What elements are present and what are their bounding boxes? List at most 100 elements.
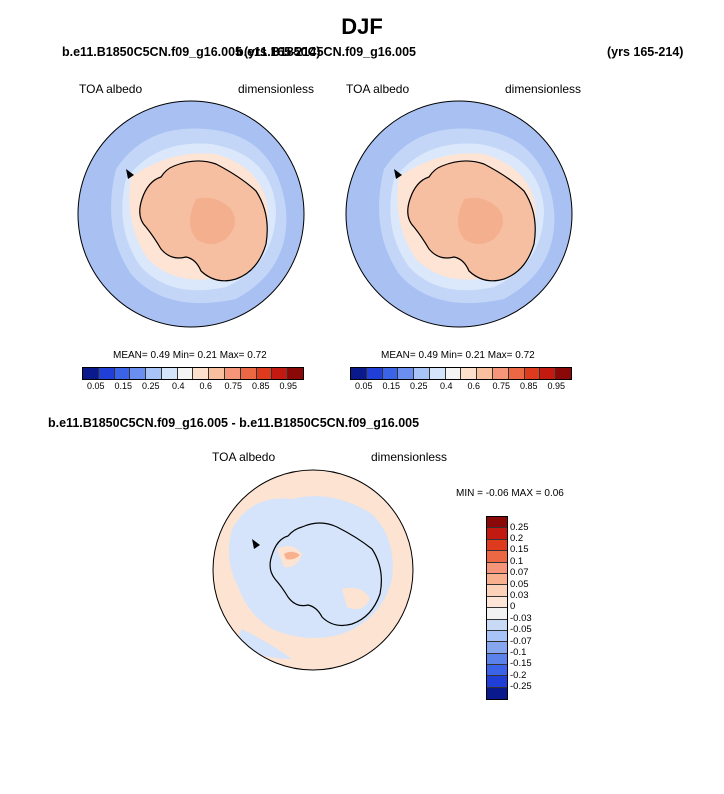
- colorbar-tick-label: 0.95: [547, 381, 566, 391]
- colorbar-swatch: [272, 368, 289, 379]
- top-right-colorbar: [350, 367, 572, 380]
- colorbar-swatch: [98, 368, 115, 379]
- colorbar-swatch: [524, 368, 541, 379]
- colorbar-tick-label: 0.95: [279, 381, 298, 391]
- colorbar-tick-label: 0.03: [510, 590, 529, 602]
- colorbar-tick-label: -0.05: [510, 624, 532, 636]
- colorbar-swatch: [493, 368, 509, 379]
- colorbar-swatch: [429, 368, 446, 379]
- top-left-colorbar: [82, 367, 304, 380]
- bottom-variable-label: TOA albedo: [212, 450, 276, 464]
- top-right-units-label: dimensionless: [505, 82, 582, 96]
- difference-colorbar: [486, 516, 508, 701]
- colorbar-tick-label: 0.05: [510, 578, 529, 590]
- min-label: Min=: [440, 350, 463, 361]
- top-left-colorbar-labels: 0.05 0.15 0.25 0.4 0.6 0.75 0.85 0.95: [82, 381, 302, 391]
- min-value: 0.21: [465, 350, 485, 361]
- colorbar-tick-label: -0.2: [510, 669, 527, 681]
- colorbar-swatch: [487, 585, 507, 597]
- colorbar-swatch: [445, 368, 462, 379]
- max-label: Max=: [487, 350, 513, 361]
- continent-interior-shading: [458, 197, 503, 244]
- colorbar-swatch: [161, 368, 178, 379]
- diff-negative-region-small: [237, 629, 292, 659]
- colorbar-swatch: [487, 642, 507, 654]
- map-boundary-circle: [212, 469, 414, 671]
- colorbar-swatch: [487, 619, 507, 631]
- colorbar-tick-label: 0.6: [467, 381, 480, 391]
- colorbar-swatch: [487, 608, 507, 620]
- difference-polar-map: [212, 469, 414, 671]
- max-label: MAX =: [511, 488, 542, 499]
- peninsula-island-marks: [394, 169, 402, 179]
- colorbar-tick-label: 0: [510, 601, 516, 613]
- colorbar-tick-label: 0.25: [409, 381, 428, 391]
- colorbar-swatch: [146, 368, 162, 379]
- top-left-units-label: dimensionless: [238, 82, 315, 96]
- colorbar-tick-label: -0.15: [510, 658, 532, 670]
- colorbar-swatch: [508, 368, 525, 379]
- map-boundary-circle: [77, 100, 305, 328]
- colorbar-swatch: [225, 368, 241, 379]
- colorbar-swatch: [351, 368, 367, 379]
- top-right-years: (yrs 165-214): [607, 45, 684, 59]
- colorbar-tick-label: -0.1: [510, 646, 527, 658]
- colorbar-tick-label: 0.2: [510, 533, 524, 545]
- max-label: Max=: [219, 350, 245, 361]
- top-right-colorbar-labels: 0.05 0.15 0.25 0.4 0.6 0.75 0.85 0.95: [350, 381, 570, 391]
- top-left-polar-map: [77, 100, 305, 328]
- min-value: 0.21: [197, 350, 217, 361]
- colorbar-tick-label: 0.15: [510, 544, 529, 556]
- top-right-case-title: b.e11.B1850C5CN.f09_g16.005: [236, 45, 416, 59]
- colorbar-swatch: [114, 368, 131, 379]
- mean-value: 0.49: [150, 350, 170, 361]
- max-value: 0.72: [247, 350, 267, 361]
- mean-value: 0.49: [418, 350, 438, 361]
- colorbar-swatch: [240, 368, 257, 379]
- colorbar-swatch: [487, 517, 507, 529]
- antarctica-coastline: [269, 522, 382, 627]
- colorbar-swatch: [487, 665, 507, 677]
- colorbar-tick-label: 0.4: [439, 381, 453, 391]
- colorbar-swatch: [487, 687, 507, 700]
- colorbar-swatch: [288, 368, 303, 379]
- colorbar-tick-label: 0.6: [199, 381, 212, 391]
- top-right-stats: MEAN= 0.49 Min= 0.21 Max= 0.72: [381, 350, 535, 361]
- colorbar-swatch: [487, 551, 507, 563]
- colorbar-tick-label: 0.75: [492, 381, 511, 391]
- min-label: Min=: [172, 350, 195, 361]
- colorbar-tick-label: 0.05: [86, 381, 105, 391]
- colorbar-tick-label: 0.07: [510, 567, 529, 579]
- colorbar-swatch: [461, 368, 478, 379]
- colorbar-swatch: [487, 528, 507, 540]
- top-left-years: (yrs 165-214): [244, 45, 321, 59]
- peninsula-island-marks: [252, 539, 260, 549]
- season-title: DJF: [341, 14, 383, 39]
- colorbar-swatch: [366, 368, 383, 379]
- top-left-case-title: b.e11.B1850C5CN.f09_g16.005: [62, 45, 242, 59]
- colorbar-tick-label: 0.1: [510, 555, 524, 567]
- top-right-variable-label: TOA albedo: [346, 82, 410, 96]
- mean-label: MEAN=: [381, 350, 416, 361]
- colorbar-tick-label: 0.75: [224, 381, 243, 391]
- colorbar-swatch: [540, 368, 557, 379]
- colorbar-swatch: [487, 596, 507, 609]
- colorbar-swatch: [382, 368, 399, 379]
- bottom-units-label: dimensionless: [371, 450, 448, 464]
- colorbar-swatch: [487, 630, 507, 643]
- colorbar-tick-label: -0.07: [510, 635, 532, 647]
- colorbar-tick-label: 0.85: [251, 381, 270, 391]
- max-value: 0.06: [544, 488, 564, 499]
- colorbar-tick-label: 0.25: [510, 521, 529, 533]
- colorbar-swatch: [556, 368, 571, 379]
- mean-label: MEAN=: [113, 350, 148, 361]
- min-value: -0.06: [485, 488, 509, 499]
- colorbar-swatch: [487, 573, 507, 586]
- colorbar-swatch: [130, 368, 147, 379]
- colorbar-tick-label: -0.25: [510, 681, 532, 693]
- colorbar-swatch: [477, 368, 494, 379]
- bottom-min-max: MIN = -0.06 MAX = 0.06: [456, 488, 564, 499]
- top-right-polar-map: [345, 100, 573, 328]
- colorbar-swatch: [256, 368, 273, 379]
- map-boundary-circle: [345, 100, 573, 328]
